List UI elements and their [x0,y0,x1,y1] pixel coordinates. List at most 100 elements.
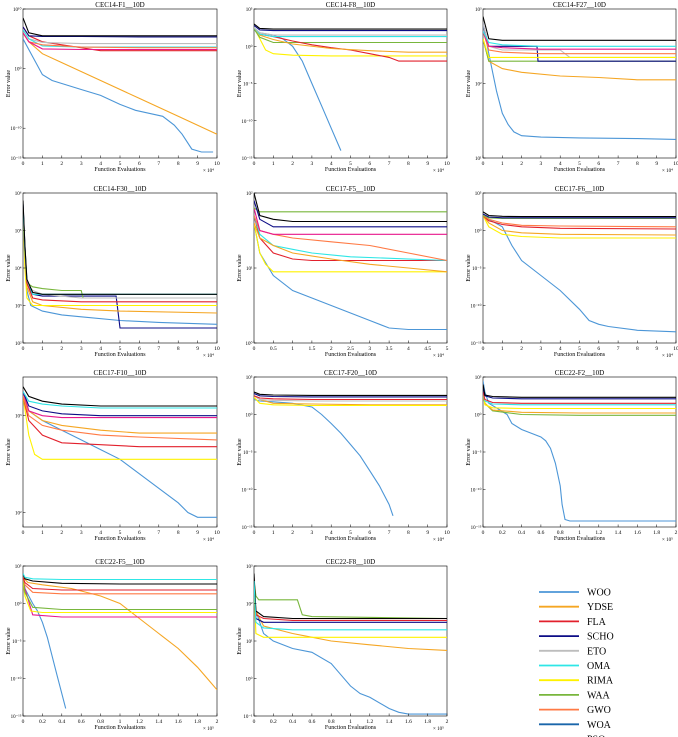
y-tick-label: 10¹ [246,266,253,272]
x-tick-label: 9 [426,530,429,536]
plot-area [253,376,448,528]
x-tick-label: 10 [444,530,450,536]
x-tick-label: 4 [330,161,333,167]
y-tick-label: 10⁻¹⁵ [471,525,482,531]
x-tick-label: 8 [177,161,180,167]
y-tick-label: 10⁻¹⁰ [10,677,21,683]
x-tick-label: 6 [597,161,600,167]
y-axis-label: Error value [6,438,12,465]
x-tick-label: 1.6 [634,530,641,536]
series-sca [483,211,676,218]
series-rima [23,396,217,460]
x-axis-label: Function Evaluations [94,167,146,173]
series-sca [254,23,447,30]
x-axis-label: Function Evaluations [94,725,146,731]
x-tick-label: 1 [41,346,44,352]
x-tick-label: 0.6 [537,530,544,536]
series-fla [23,577,217,591]
x-axis-label: Function Evaluations [94,536,146,542]
series-ydse [254,222,447,273]
series-oma [254,580,447,631]
x-tick-label: 10 [673,346,678,352]
chart-title: CEC14-F30__10D [94,185,147,193]
y-tick-label: 10³ [246,564,253,570]
x-tick-label: 4 [559,346,562,352]
x-tick-label: 1.4 [386,719,393,725]
y-axis-label: Error value [466,70,472,97]
y-tick-label: 10² [475,82,482,88]
plot-area [22,192,218,344]
x-exponent: × 10⁴ [203,168,214,174]
x-tick-label: 0.8 [557,530,564,536]
series-oma [483,31,676,47]
x-tick-label: 2 [446,719,449,725]
chart-title: CEC14-F8__10D [326,1,375,9]
x-tick-label: 0 [253,530,256,536]
y-tick-label: 10⁰ [245,341,252,347]
y-tick-label: 10³ [475,7,482,13]
x-axis-label: Function Evaluations [554,352,606,358]
y-axis-label: Error value [237,254,243,281]
x-tick-label: 1.4 [615,530,622,536]
series-woo [483,23,676,140]
x-tick-label: 3 [80,530,83,536]
x-axis-label: Function Evaluations [325,167,377,173]
y-tick-label: 10⁵ [246,7,253,13]
plot-area [482,376,677,528]
x-tick-label: 3 [540,346,543,352]
x-tick-label: 8 [407,530,410,536]
x-tick-label: 5 [349,530,352,536]
legend-label: PSO [587,735,605,737]
series-woo [254,398,394,516]
x-tick-label: 1.5 [308,346,315,352]
y-tick-label: 10⁻¹⁵ [11,156,22,162]
series-rima [254,396,447,407]
subplot-7: CEC17-F10__10D 0 1 2 3 4 5 6 7 8 9 10× 10⁴ Function … [6,369,220,543]
x-tick-label: 10 [214,161,220,167]
x-tick-label: 0 [22,346,25,352]
series-eto [254,395,447,402]
subplot-6: CEC17-F6__10D 0 1 2 3 4 5 6 7 8 9 10× 10⁴ Function E… [466,185,678,359]
series-oma [23,573,217,581]
x-tick-label: 2.5 [347,346,354,352]
series-sca [254,193,447,223]
x-exponent: × 10⁴ [433,168,444,174]
x-tick-label: 0.4 [289,719,296,725]
subplot-2: CEC14-F8__10D 0 1 2 3 4 5 6 7 8 9 10× 10⁴ Function E… [237,1,450,174]
series-fla [254,395,447,401]
x-tick-label: 5 [119,530,122,536]
series-waa [483,214,676,220]
series-fla [23,396,217,448]
x-tick-label: 1 [501,346,504,352]
x-tick-label: 1 [119,719,122,725]
series-rima [254,584,447,638]
y-tick-label: 10² [246,191,253,197]
plot-area [253,192,448,344]
x-tick-label: 7 [157,346,160,352]
y-tick-label: 10⁻¹⁰ [10,126,21,132]
x-tick-label: 2 [520,346,523,352]
x-tick-label: 4 [407,346,410,352]
plot-area [22,376,218,528]
series-fla [483,391,676,404]
x-exponent: × 10⁵ [662,537,673,543]
subplot-11: CEC22-F8__10D 0 0.2 0.4 0.6 0.8 1 1.2 1.4 1.6 1.8 2… [237,558,449,732]
x-tick-label: 1.6 [405,719,412,725]
y-tick-label: 10⁻¹ [243,714,253,720]
y-axis-label: Error value [466,438,472,465]
x-tick-label: 3 [80,346,83,352]
x-tick-label: 10 [673,161,678,167]
x-tick-label: 7 [617,161,620,167]
x-tick-label: 6 [368,530,371,536]
y-axis-label: Error value [237,438,243,465]
y-tick-label: 10⁵ [15,229,22,235]
series-oma [254,27,447,38]
x-tick-label: 1.8 [194,719,201,725]
y-tick-label: 10⁻¹⁵ [471,341,482,347]
x-tick-label: 3 [311,530,314,536]
y-tick-label: 10⁰ [245,44,252,50]
subplot-9: CEC22-F2__10D 0 0.2 0.4 0.6 0.8 1 1.2 1.4 1.6 1.8 2… [466,369,678,543]
x-tick-label: 0.2 [39,719,46,725]
x-tick-label: 1 [41,530,44,536]
